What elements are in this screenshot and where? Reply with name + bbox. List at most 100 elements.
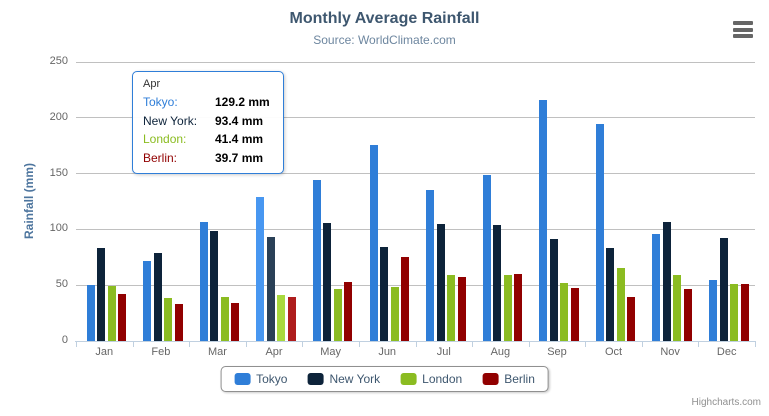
bar-berlin-feb[interactable] [174, 303, 183, 341]
y-axis-label: 150 [49, 166, 68, 179]
bar-berlin-dec[interactable] [740, 284, 749, 341]
bar-tokyo-mar[interactable] [199, 222, 208, 341]
legend-item-label: New York [329, 372, 381, 386]
y-axis-label: 250 [49, 55, 68, 67]
bar-london-jan[interactable] [107, 286, 116, 341]
bar-london-sep[interactable] [560, 282, 569, 341]
bar-london-dec[interactable] [730, 283, 738, 341]
tooltip-header: Apr [143, 78, 161, 90]
bar-new-york-apr[interactable] [266, 236, 275, 341]
bar-tokyo-may[interactable] [312, 180, 321, 341]
bar-berlin-oct[interactable] [627, 297, 636, 341]
x-axis-label: Jun [378, 346, 397, 358]
x-axis-label: May [320, 346, 341, 358]
bar-tokyo-jul[interactable] [426, 189, 434, 341]
bar-new-york-aug[interactable] [493, 224, 502, 341]
gridline [76, 173, 755, 175]
gridline [76, 117, 755, 119]
bar-new-york-jun[interactable] [380, 246, 388, 341]
bar-tokyo-feb[interactable] [143, 261, 152, 341]
bar-tokyo-aug[interactable] [482, 175, 491, 341]
legend-swatch [234, 373, 251, 385]
bar-new-york-mar[interactable] [210, 231, 219, 341]
bar-london-mar[interactable] [220, 297, 229, 341]
tooltip-series-label: London: [143, 132, 187, 146]
bar-berlin-jan[interactable] [118, 293, 126, 341]
x-axis-tick [358, 342, 360, 347]
bar-berlin-sep[interactable] [570, 287, 579, 341]
export-menu-button[interactable] [733, 21, 754, 38]
x-axis-tick [472, 342, 474, 347]
bar-berlin-apr[interactable] [287, 296, 296, 341]
bar-tokyo-apr[interactable] [256, 196, 265, 341]
chart-title: Monthly Average Rainfall [289, 10, 480, 27]
x-axis-label: Oct [604, 346, 623, 358]
x-axis-tick [585, 342, 587, 347]
x-axis-tick [415, 342, 417, 347]
bar-new-york-oct[interactable] [606, 247, 615, 341]
x-axis-tick [132, 342, 134, 347]
bar-london-may[interactable] [333, 288, 342, 341]
bar-london-apr[interactable] [277, 294, 286, 341]
bar-london-feb[interactable] [164, 297, 173, 341]
legend-swatch [307, 373, 324, 385]
y-axis-title: Rainfall (mm) [22, 163, 36, 240]
gridline [76, 284, 755, 286]
bar-new-york-may[interactable] [323, 222, 332, 341]
bar-tokyo-jan[interactable] [86, 285, 95, 341]
x-axis-label: Nov [660, 346, 680, 358]
y-axis-label: 200 [49, 110, 68, 123]
x-axis-tick [245, 342, 247, 347]
bar-berlin-jun[interactable] [401, 256, 409, 341]
tooltip-series-value: 39.7 mm [215, 150, 264, 165]
legend-item-label: Berlin [504, 372, 535, 386]
legend-item-label: Tokyo [256, 372, 288, 386]
bar-london-nov[interactable] [673, 274, 682, 341]
legend-item-tokyo[interactable]: Tokyo [234, 372, 287, 386]
tooltip-row-berlin: Berlin: 39.7 mm [143, 149, 273, 168]
bar-tokyo-sep[interactable] [539, 99, 548, 341]
bar-berlin-jul[interactable] [457, 276, 466, 341]
tooltip-series-value: 41.4 mm [215, 132, 264, 146]
hamburger-menu-icon [733, 34, 753, 38]
bar-new-york-sep[interactable] [549, 239, 558, 341]
y-axis-label: 100 [49, 222, 68, 235]
gridline [76, 61, 755, 63]
bar-berlin-may[interactable] [344, 282, 353, 341]
y-axis-label: 0 [61, 334, 68, 346]
bar-new-york-dec[interactable] [719, 238, 728, 341]
tooltip-series-label: Berlin: [143, 150, 178, 165]
x-axis-label: Mar [208, 346, 227, 358]
tooltip-series-value: 129.2 mm [215, 95, 270, 109]
bar-berlin-mar[interactable] [231, 302, 240, 341]
legend-item-berlin[interactable]: Berlin [482, 372, 535, 386]
bar-berlin-nov[interactable] [683, 288, 692, 341]
x-axis-line [75, 341, 756, 342]
bar-tokyo-oct[interactable] [595, 124, 604, 341]
x-axis-tick [76, 342, 77, 347]
bar-berlin-aug[interactable] [514, 273, 523, 341]
x-axis-label: Jul [436, 346, 451, 358]
y-axis-label: 50 [55, 278, 68, 291]
legend-swatch [400, 373, 417, 385]
legend-swatch [482, 373, 499, 385]
chart-subtitle: Source: WorldClimate.com [313, 33, 456, 47]
bar-new-york-nov[interactable] [662, 222, 671, 341]
legend-item-new-york[interactable]: New York [307, 372, 380, 386]
bar-new-york-feb[interactable] [153, 253, 162, 341]
x-axis-label: Sep [547, 346, 567, 358]
bar-london-aug[interactable] [503, 274, 512, 341]
legend: Tokyo New York London Berlin [220, 366, 549, 392]
bar-tokyo-dec[interactable] [709, 280, 717, 341]
legend-item-london[interactable]: London [400, 372, 462, 386]
bar-tokyo-jun[interactable] [369, 144, 378, 341]
credits-link[interactable]: Highcharts.com [691, 397, 761, 408]
bar-new-york-jan[interactable] [97, 247, 105, 341]
bar-tokyo-nov[interactable] [652, 234, 661, 341]
bar-london-oct[interactable] [616, 268, 625, 341]
tooltip-row-london: London: 41.4 mm [143, 130, 273, 149]
bar-london-jul[interactable] [447, 275, 455, 341]
bar-new-york-jul[interactable] [436, 223, 445, 341]
bar-london-jun[interactable] [390, 287, 399, 341]
